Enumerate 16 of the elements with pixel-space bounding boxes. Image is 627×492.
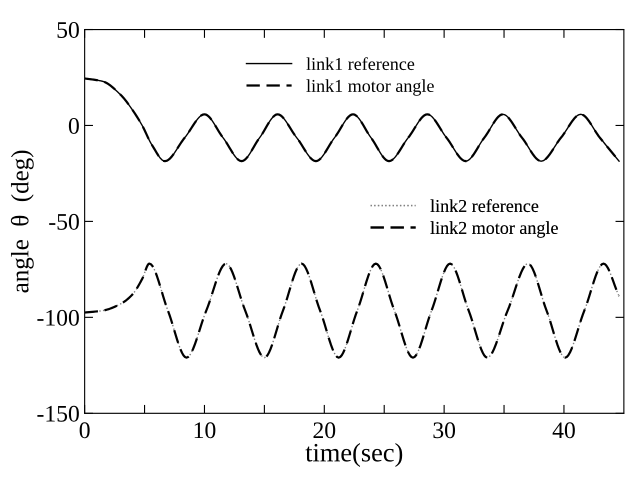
x-tick-label: 0 <box>80 422 90 438</box>
y-tick-label: -50 <box>49 214 79 230</box>
x-tick-label: 40 <box>552 422 575 438</box>
legend-label: link2 motor angle <box>430 221 558 238</box>
y-tick-label: 50 <box>58 22 79 38</box>
x-tick-label: 20 <box>314 422 336 438</box>
y-axis-title: angle θ (deg) <box>10 150 34 292</box>
y-tick-label: 0 <box>68 118 79 134</box>
x-tick-label: 30 <box>433 422 456 438</box>
x-axis-title: time(sec) <box>305 443 402 467</box>
legend-label: link2 reference <box>430 199 538 212</box>
y-tick-label: -100 <box>37 310 79 326</box>
y-tick-label: -150 <box>37 406 79 422</box>
x-tick-label: 10 <box>194 422 216 438</box>
legend-label: link1 motor angle <box>306 79 434 96</box>
legend-label: link1 reference <box>306 57 414 70</box>
